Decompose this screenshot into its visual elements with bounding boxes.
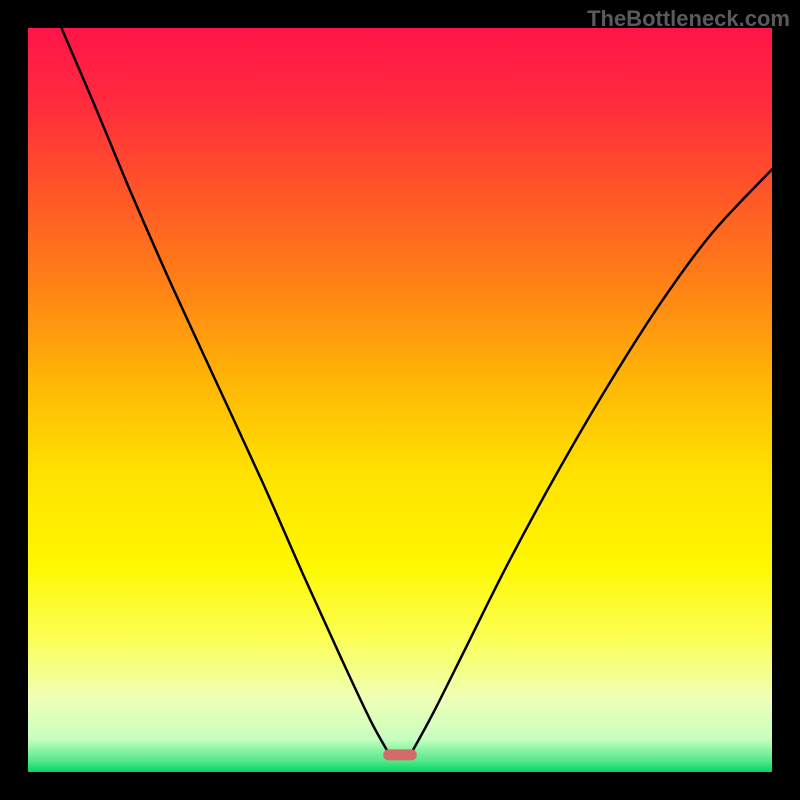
plot-gradient-area <box>28 28 772 772</box>
bottleneck-chart <box>0 0 800 800</box>
watermark-text: TheBottleneck.com <box>587 6 790 32</box>
chart-container: TheBottleneck.com <box>0 0 800 800</box>
ideal-point-marker <box>383 749 416 760</box>
